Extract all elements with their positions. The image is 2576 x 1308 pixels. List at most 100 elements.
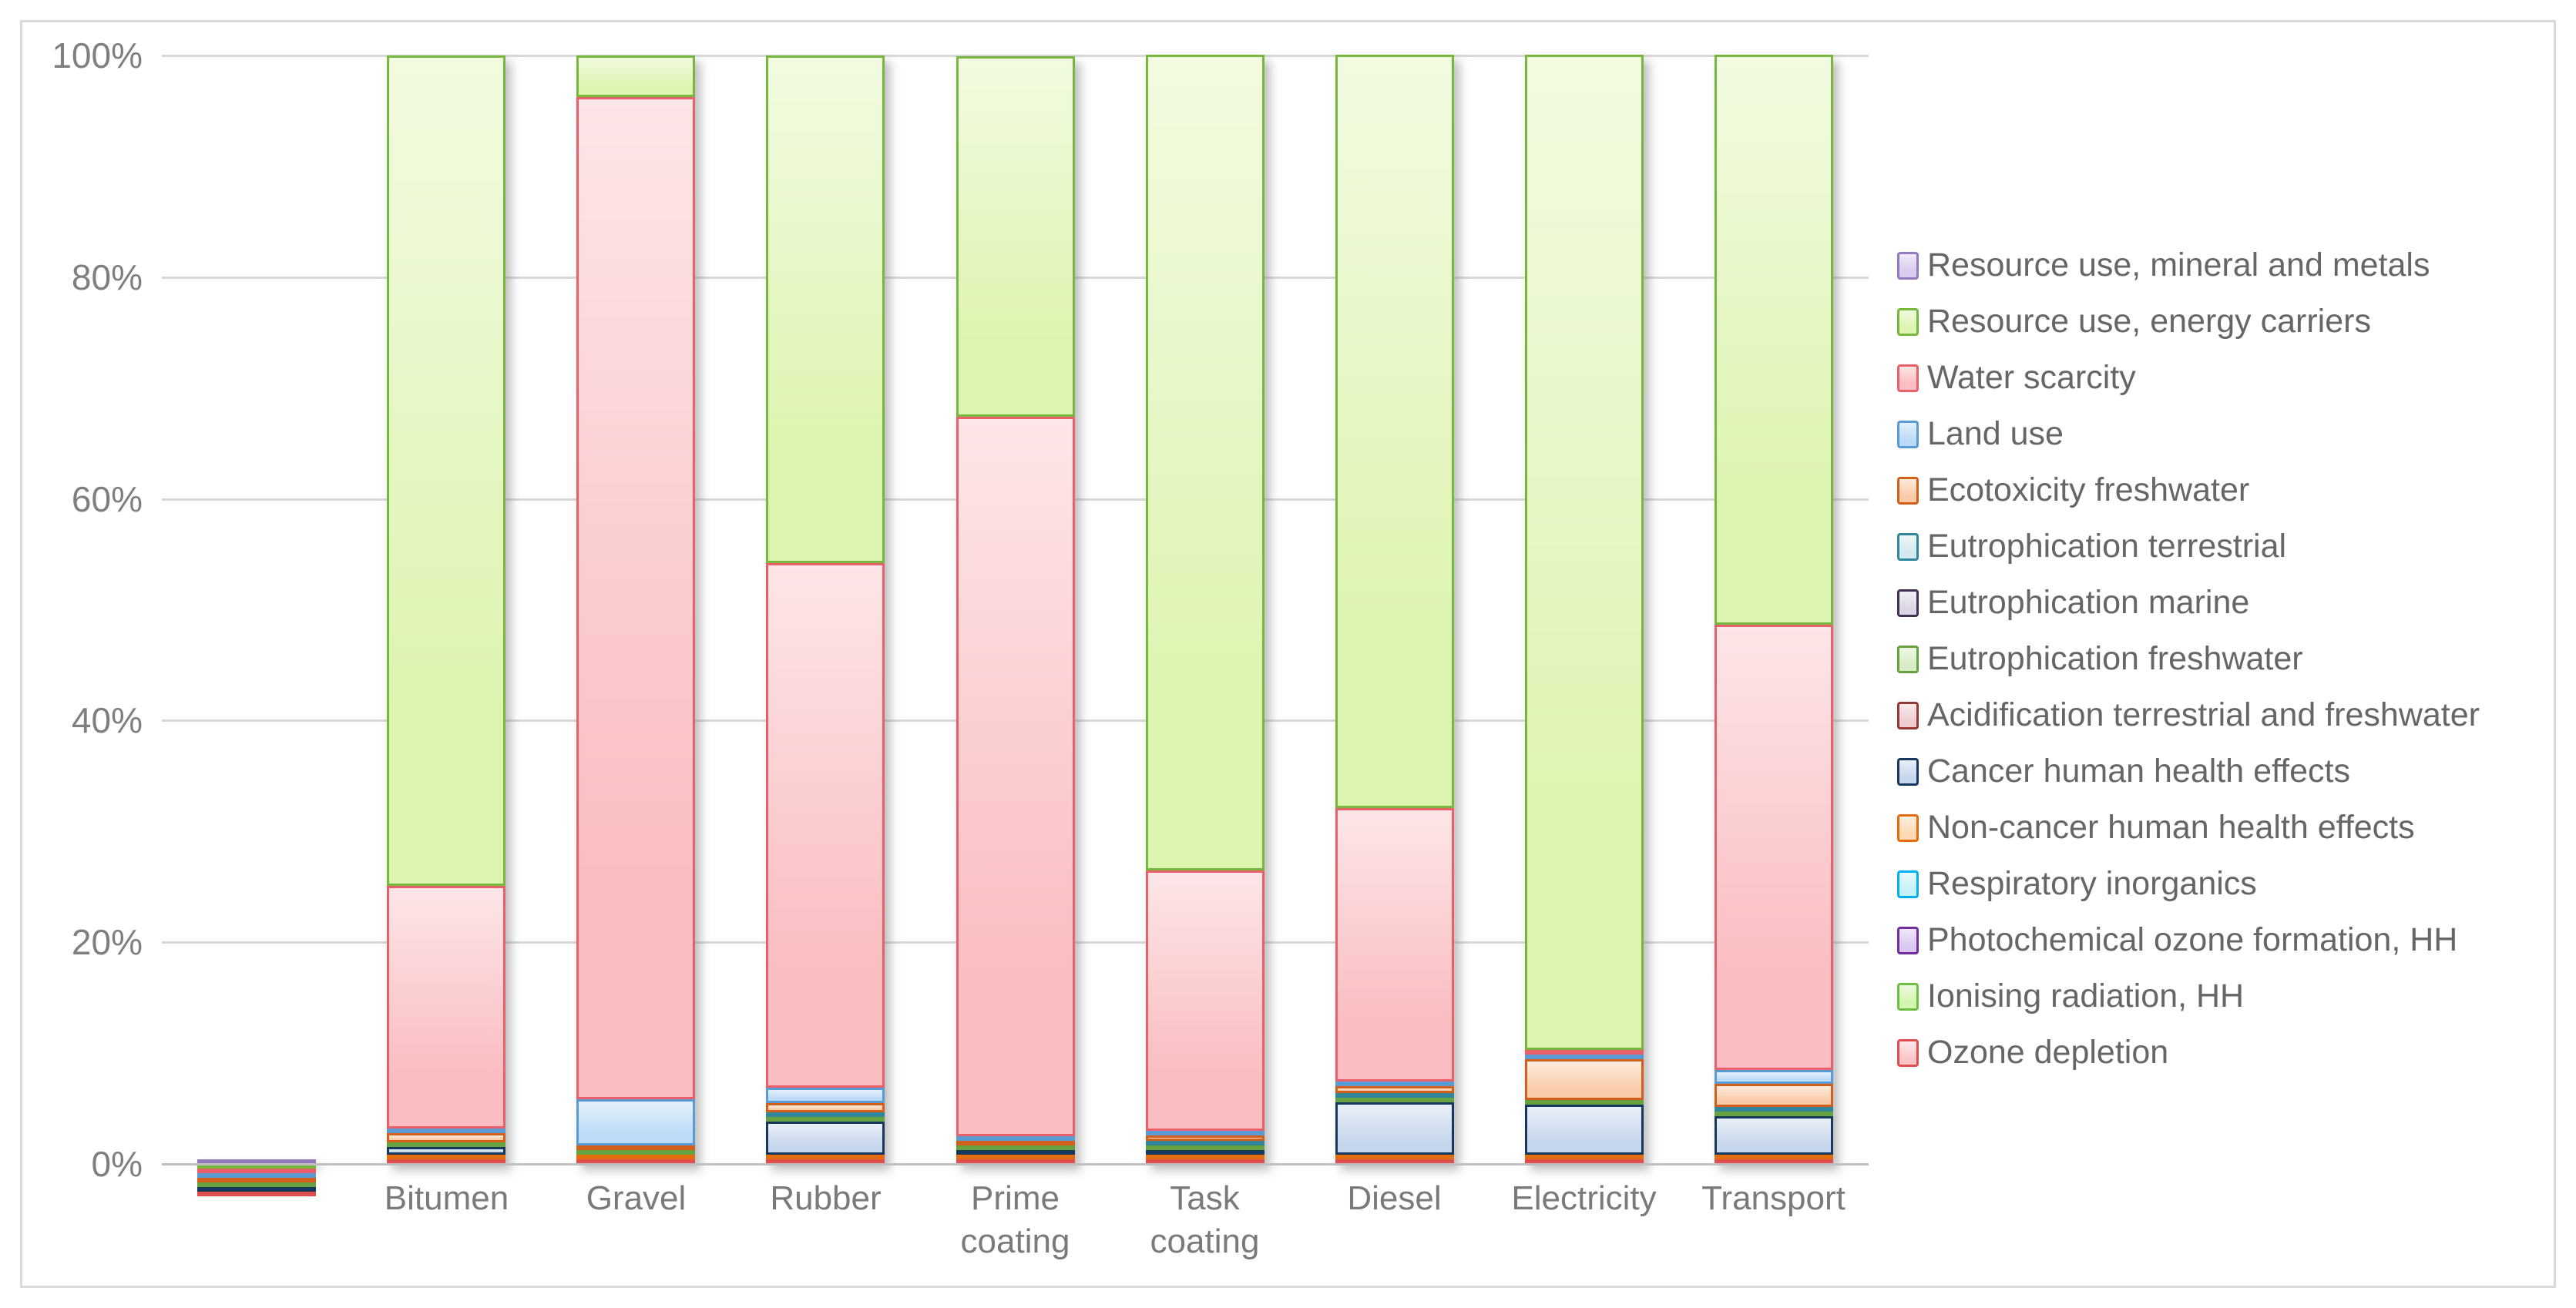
segment-eutrophication-freshwater[interactable] [956, 1145, 1075, 1150]
segment-cancer-human-health-effects[interactable] [1335, 1102, 1454, 1155]
segment-ecotoxicity-freshwater[interactable] [1335, 1086, 1454, 1093]
segment-non-cancer-human-health-effects[interactable] [956, 1155, 1075, 1159]
segment-water-scarcity[interactable] [956, 417, 1075, 1136]
segment-cancer-human-health-effects[interactable] [1146, 1149, 1264, 1155]
legend-item-water-scarcity[interactable]: Water scarcity [1897, 350, 2560, 406]
bar-prime-coating[interactable] [956, 56, 1075, 1164]
segment-eutrophication-freshwater[interactable] [766, 1116, 885, 1122]
segment-non-cancer-human-health-effects[interactable] [387, 1155, 505, 1159]
legend-item-eutrophication-freshwater[interactable]: Eutrophication freshwater [1897, 631, 2560, 687]
segment-resource-use-energy-carriers[interactable] [387, 55, 505, 886]
bar-diesel[interactable] [1335, 55, 1454, 1164]
legend-item-resource-use-energy-carriers[interactable]: Resource use, energy carriers [1897, 293, 2560, 350]
segment-land-use[interactable] [1525, 1055, 1644, 1060]
segment-cancer-human-health-effects[interactable] [956, 1150, 1075, 1155]
segment-water-scarcity[interactable] [1715, 624, 1833, 1070]
segment-ecotoxicity-freshwater[interactable] [197, 1178, 316, 1182]
segment-eutrophication-freshwater[interactable] [1146, 1145, 1264, 1150]
legend-item-ionising-radiation-hh[interactable]: Ionising radiation, HH [1897, 968, 2560, 1025]
segment-ozone-depletion[interactable] [956, 1159, 1075, 1164]
segment-ozone-depletion[interactable] [1525, 1159, 1644, 1164]
legend-item-eutrophication-terrestrial[interactable]: Eutrophication terrestrial [1897, 518, 2560, 575]
legend-item-photochemical-ozone-formation-hh[interactable]: Photochemical ozone formation, HH [1897, 912, 2560, 968]
segment-non-cancer-human-health-effects[interactable] [1715, 1155, 1833, 1159]
segment-water-scarcity[interactable] [576, 97, 695, 1100]
bar-rubber[interactable] [766, 55, 885, 1164]
segment-cancer-human-health-effects[interactable] [387, 1147, 505, 1155]
legend-item-resource-use-mineral-and-metals[interactable]: Resource use, mineral and metals [1897, 237, 2560, 293]
segment-land-use[interactable] [1715, 1069, 1833, 1084]
segment-ecotoxicity-freshwater[interactable] [576, 1145, 695, 1150]
segment-eutrophication-terrestrial[interactable] [1146, 1140, 1264, 1145]
legend-swatch-icon [1897, 589, 1919, 617]
legend-item-ozone-depletion[interactable]: Ozone depletion [1897, 1025, 2560, 1081]
segment-ozone-depletion[interactable] [766, 1159, 885, 1164]
segment-ozone-depletion[interactable] [1715, 1159, 1833, 1164]
legend-item-ecotoxicity-freshwater[interactable]: Ecotoxicity freshwater [1897, 462, 2560, 518]
segment-land-use[interactable] [956, 1136, 1075, 1141]
segment-ozone-depletion[interactable] [576, 1159, 695, 1164]
segment-water-scarcity[interactable] [1525, 1050, 1644, 1055]
segment-eutrophication-terrestrial[interactable] [766, 1112, 885, 1117]
segment-land-use[interactable] [387, 1128, 505, 1133]
bar-electricity[interactable] [1525, 55, 1644, 1164]
legend-item-non-cancer-human-health-effects[interactable]: Non-cancer human health effects [1897, 800, 2560, 856]
segment-ecotoxicity-freshwater[interactable] [387, 1132, 505, 1142]
segment-ecotoxicity-freshwater[interactable] [956, 1141, 1075, 1145]
segment-water-scarcity[interactable] [197, 1169, 316, 1173]
segment-eutrophication-terrestrial[interactable] [1335, 1092, 1454, 1098]
bar-unlabeled[interactable] [197, 1159, 316, 1196]
segment-ozone-depletion[interactable] [197, 1192, 316, 1196]
segment-ecotoxicity-freshwater[interactable] [1715, 1083, 1833, 1108]
segment-water-scarcity[interactable] [766, 563, 885, 1088]
segment-cancer-human-health-effects[interactable] [1715, 1116, 1833, 1155]
segment-resource-use-mineral-and-metals[interactable] [197, 1159, 316, 1164]
segment-non-cancer-human-health-effects[interactable] [1335, 1155, 1454, 1159]
segment-resource-use-energy-carriers[interactable] [1335, 55, 1454, 808]
segment-land-use[interactable] [766, 1088, 885, 1104]
segment-non-cancer-human-health-effects[interactable] [1146, 1154, 1264, 1159]
segment-eutrophication-freshwater[interactable] [576, 1150, 695, 1155]
segment-water-scarcity[interactable] [387, 885, 505, 1129]
bar-transport[interactable] [1715, 55, 1833, 1164]
segment-resource-use-energy-carriers[interactable] [1525, 55, 1644, 1051]
segment-ozone-depletion[interactable] [1146, 1159, 1264, 1164]
segment-ozone-depletion[interactable] [387, 1159, 505, 1164]
legend-item-land-use[interactable]: Land use [1897, 406, 2560, 462]
segment-non-cancer-human-health-effects[interactable] [1525, 1155, 1644, 1159]
legend-item-eutrophication-marine[interactable]: Eutrophication marine [1897, 575, 2560, 631]
segment-resource-use-energy-carriers[interactable] [956, 56, 1075, 418]
bar-bitumen[interactable] [387, 55, 505, 1164]
segment-ozone-depletion[interactable] [1335, 1159, 1454, 1164]
bar-gravel[interactable] [576, 55, 695, 1164]
segment-cancer-human-health-effects[interactable] [197, 1187, 316, 1192]
segment-cancer-human-health-effects[interactable] [1525, 1104, 1644, 1155]
legend-swatch-icon [1897, 813, 1919, 842]
segment-resource-use-energy-carriers[interactable] [576, 55, 695, 98]
legend-item-acidification-terrestrial-and-freshwater[interactable]: Acidification terrestrial and freshwater [1897, 687, 2560, 743]
segment-eutrophication-freshwater[interactable] [1335, 1097, 1454, 1102]
segment-land-use[interactable] [197, 1173, 316, 1178]
segment-eutrophication-freshwater[interactable] [1525, 1099, 1644, 1105]
segment-non-cancer-human-health-effects[interactable] [766, 1155, 885, 1159]
bar-task-coating[interactable] [1146, 55, 1264, 1164]
segment-non-cancer-human-health-effects[interactable] [576, 1155, 695, 1159]
segment-water-scarcity[interactable] [1146, 870, 1264, 1132]
segment-land-use[interactable] [1335, 1082, 1454, 1087]
segment-cancer-human-health-effects[interactable] [766, 1121, 885, 1155]
segment-ecotoxicity-freshwater[interactable] [1525, 1059, 1644, 1100]
segment-resource-use-energy-carriers[interactable] [1715, 55, 1833, 625]
segment-resource-use-energy-carriers[interactable] [1146, 55, 1264, 871]
segment-eutrophication-terrestrial[interactable] [1715, 1107, 1833, 1112]
legend-item-respiratory-inorganics[interactable]: Respiratory inorganics [1897, 856, 2560, 912]
segment-ecotoxicity-freshwater[interactable] [1146, 1135, 1264, 1141]
segment-land-use[interactable] [576, 1099, 695, 1145]
segment-eutrophication-freshwater[interactable] [387, 1142, 505, 1147]
segment-eutrophication-freshwater[interactable] [197, 1182, 316, 1187]
legend-item-cancer-human-health-effects[interactable]: Cancer human health effects [1897, 743, 2560, 800]
segment-eutrophication-freshwater[interactable] [1715, 1112, 1833, 1117]
segment-water-scarcity[interactable] [1335, 807, 1454, 1082]
segment-ecotoxicity-freshwater[interactable] [766, 1103, 885, 1112]
segment-land-use[interactable] [1146, 1131, 1264, 1136]
segment-resource-use-energy-carriers[interactable] [766, 55, 885, 564]
